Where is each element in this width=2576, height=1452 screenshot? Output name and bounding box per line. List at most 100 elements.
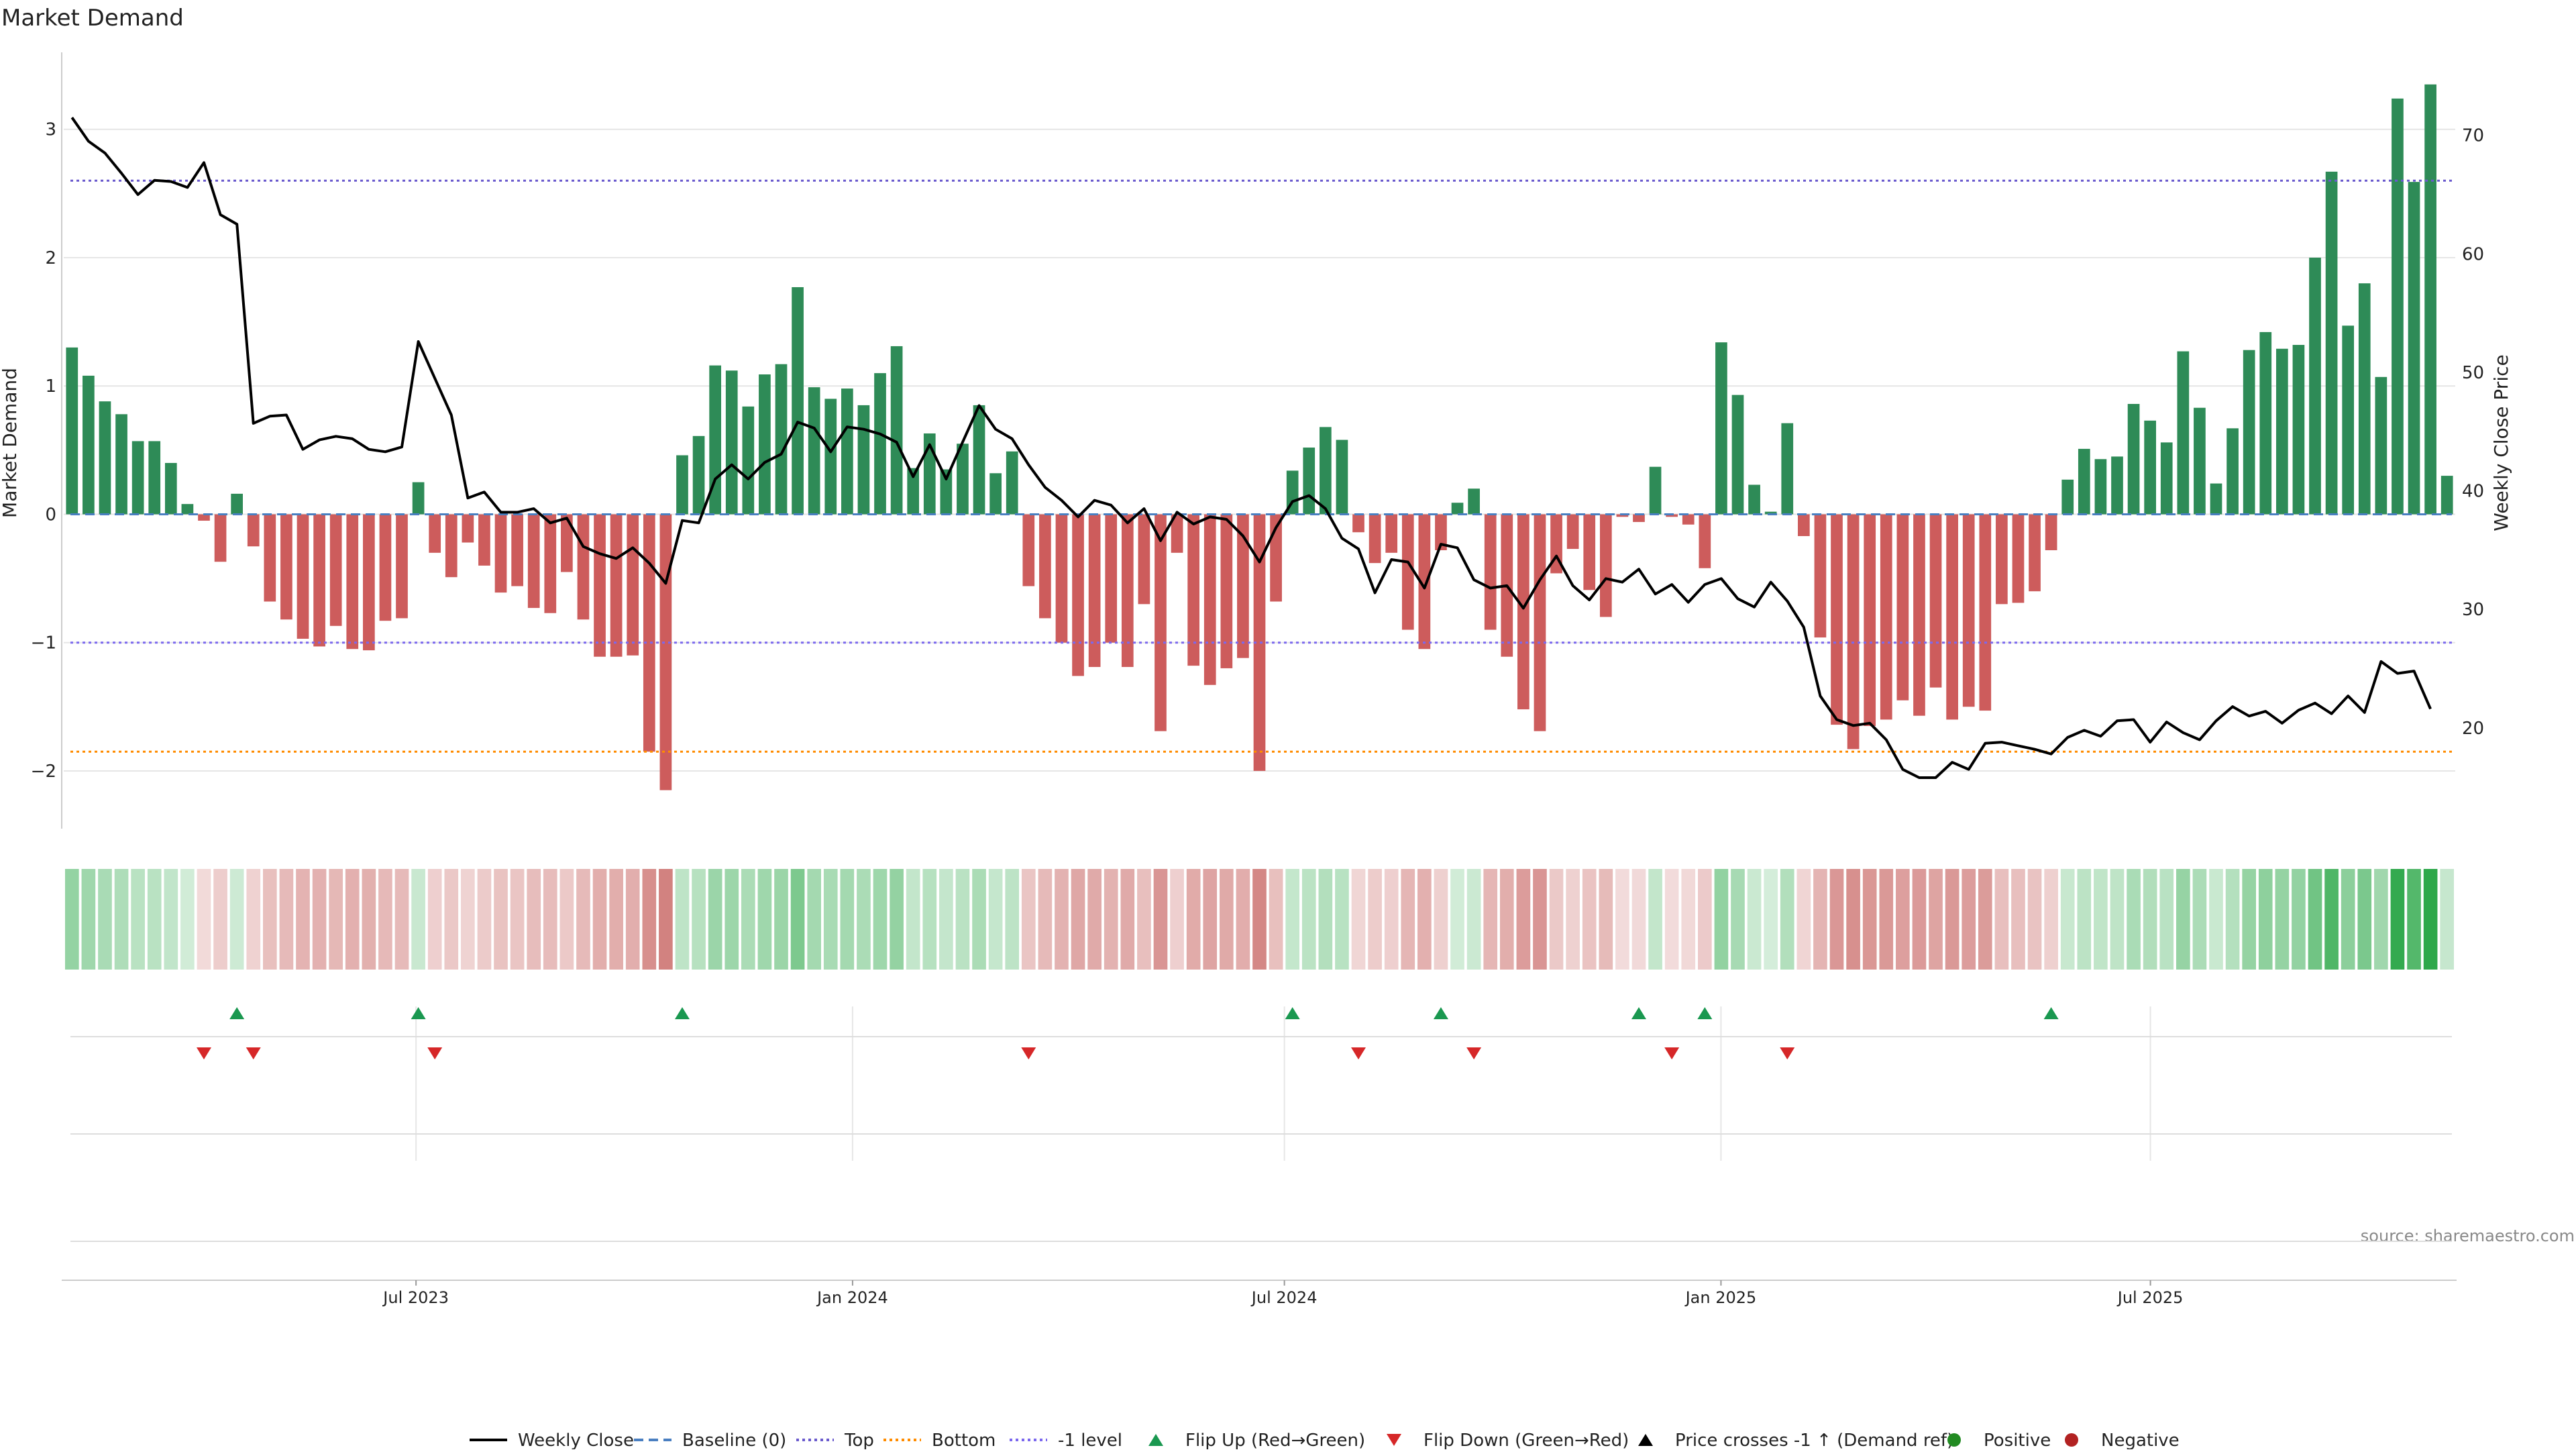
negative-bar [379, 514, 392, 621]
flip-down-marker [246, 1047, 261, 1059]
y2-tick-label: 70 [2462, 126, 2484, 146]
heat-cell [1351, 869, 1366, 970]
positive-bar [2243, 350, 2255, 515]
legend-marker-9 [2065, 1433, 2078, 1447]
negative-bar [362, 514, 375, 651]
heat-cell [790, 869, 805, 970]
negative-bar [1566, 514, 1579, 550]
negative-bar [1385, 514, 1398, 553]
positive-bar [841, 388, 853, 515]
flip-down-marker [1664, 1047, 1680, 1059]
legend-item: Flip Down (Green→Red) [1387, 1431, 1629, 1451]
y-tick-label: 3 [45, 120, 56, 140]
negative-bar [1418, 514, 1431, 650]
y-tick-label: −2 [31, 762, 56, 782]
legend-item: -1 level [1010, 1431, 1122, 1451]
positive-bar [2375, 376, 2387, 515]
heat-cell [592, 869, 607, 970]
heat-cell [609, 869, 623, 970]
positive-bar [1731, 395, 1744, 515]
heat-cell [1862, 869, 1877, 970]
heat-cell [279, 869, 294, 970]
y-tick-label: −1 [31, 633, 56, 654]
heat-cell [378, 869, 392, 970]
positive-bar [676, 455, 688, 515]
legend-item: Top [796, 1431, 874, 1451]
negative-bar [214, 514, 227, 562]
legend-marker-8 [1947, 1433, 1961, 1447]
negative-bar [462, 514, 474, 543]
legend-item: Baseline (0) [634, 1431, 786, 1451]
negative-bar [1368, 514, 1381, 564]
heat-cell [659, 869, 673, 970]
positive-bar [907, 468, 920, 515]
heat-cell [774, 869, 788, 970]
positive-bar [99, 401, 111, 515]
heat-cell [576, 869, 590, 970]
legend-label-0: Weekly Close [518, 1431, 634, 1449]
heat-cell [1994, 869, 2009, 970]
positive-bar [1006, 451, 1018, 515]
negative-bar [478, 514, 490, 566]
flip-up-marker [229, 1007, 245, 1019]
flip-up-marker [411, 1007, 426, 1019]
positive-bar [2194, 407, 2206, 515]
positive-bar [2292, 345, 2305, 515]
heat-cell [1780, 869, 1794, 970]
positive-bar [2392, 98, 2404, 515]
negative-bar [1880, 514, 1892, 720]
heat-cell [1203, 869, 1218, 970]
heat-cell [1566, 869, 1580, 970]
legend-item: Negative [2065, 1431, 2180, 1451]
heat-cell [1055, 869, 1069, 970]
heat-cell [1499, 869, 1514, 970]
heat-cell [2308, 869, 2322, 970]
heat-cell [1401, 869, 1415, 970]
heat-cell [2011, 869, 2025, 970]
negative-bar [1599, 514, 1612, 617]
positive-bar [181, 504, 194, 515]
negative-bar [1517, 514, 1529, 710]
heat-cell [2192, 869, 2207, 970]
heat-cell [1962, 869, 1976, 970]
heat-cell [1450, 869, 1464, 970]
heat-cell [922, 869, 937, 970]
negative-bar [494, 514, 507, 593]
heat-cell [642, 869, 657, 970]
positive-bar [2259, 331, 2272, 515]
positive-bar [1781, 423, 1794, 515]
flip-down-marker [1466, 1047, 1482, 1059]
negative-bar [659, 514, 672, 790]
positive-bar [1319, 427, 1332, 515]
positive-bar [66, 347, 78, 515]
negative-bar [396, 514, 408, 619]
heat-cell [2341, 869, 2355, 970]
heat-cell [114, 869, 129, 970]
y2-axis-label: Weekly Close Price [2490, 354, 2512, 531]
heat-cell [1483, 869, 1498, 970]
negative-bar [643, 514, 655, 752]
heat-cell [1912, 869, 1927, 970]
heat-cell [1335, 869, 1349, 970]
heat-cell [1978, 869, 1992, 970]
heat-cell [1681, 869, 1696, 970]
flip-down-marker [427, 1047, 443, 1059]
legend-item: Price crosses -1 ↑ (Demand ref) [1638, 1431, 1953, 1451]
legend-label-6: Flip Down (Green→Red) [1424, 1431, 1629, 1449]
heat-cell [741, 869, 755, 970]
positive-bar [148, 441, 161, 515]
negative-bar [1583, 514, 1596, 590]
negative-bar [329, 514, 342, 626]
heat-cell [543, 869, 557, 970]
heat-cell [362, 869, 376, 970]
negative-bar [2012, 514, 2025, 603]
positive-bar [2094, 459, 2107, 515]
heat-cell [2225, 869, 2240, 970]
heat-cell [1318, 869, 1333, 970]
heat-cell [1434, 869, 1448, 970]
flip-up-marker [1285, 1007, 1300, 1019]
heat-cell [1945, 869, 1960, 970]
negative-bar [544, 514, 557, 613]
heat-cell [246, 869, 261, 970]
negative-bar [1220, 514, 1233, 668]
